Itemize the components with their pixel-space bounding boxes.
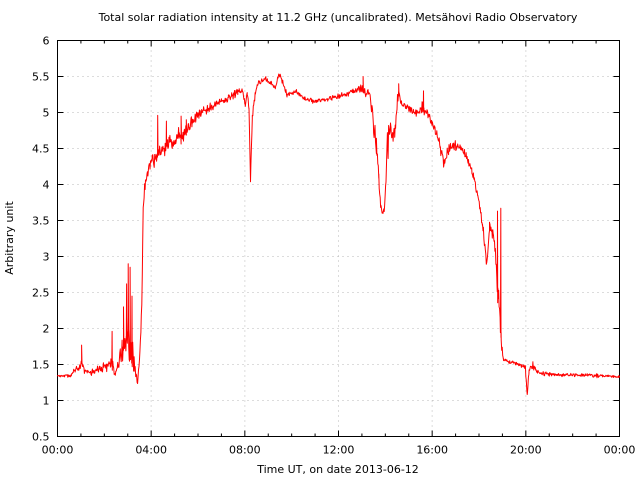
x-tick-label: 20:00 xyxy=(510,444,542,457)
y-tick-label: 3.5 xyxy=(32,215,50,228)
data-series xyxy=(57,73,620,395)
y-tick-label: 4.5 xyxy=(32,143,50,156)
x-axis-label: Time UT, on date 2013-06-12 xyxy=(256,463,419,476)
y-tick-label: 1.5 xyxy=(32,359,50,372)
x-tick-label: 08:00 xyxy=(229,444,261,457)
x-tick-label: 16:00 xyxy=(416,444,448,457)
y-tick-label: 2 xyxy=(43,323,50,336)
y-tick-label: 2.5 xyxy=(32,287,50,300)
y-tick-label: 5 xyxy=(43,107,50,120)
plot-border xyxy=(57,40,620,437)
y-tick-label: 4 xyxy=(43,179,50,192)
x-tick-label: 12:00 xyxy=(323,444,355,457)
chart-title: Total solar radiation intensity at 11.2 … xyxy=(98,11,578,24)
axis-tick-labels: 0.5 1 1.5 2 2.5 3 3.5 4 4.5 5 5.5 6 00:00 04:00 08:00 1… xyxy=(32,35,635,457)
y-tick-label: 6 xyxy=(43,35,50,48)
y-tick-label: 3 xyxy=(43,251,50,264)
y-tick-label: 5.5 xyxy=(32,71,50,84)
gridlines xyxy=(57,40,620,437)
x-tick-label: 04:00 xyxy=(135,444,167,457)
y-tick-label: 0.5 xyxy=(32,431,50,444)
x-tick-label: 00:00 xyxy=(42,444,74,457)
x-tick-label: 00:00 xyxy=(604,444,636,457)
y-tick-label: 1 xyxy=(43,395,50,408)
y-axis-label: Arbitrary unit xyxy=(3,201,16,275)
solar-radiation-line xyxy=(57,73,620,395)
